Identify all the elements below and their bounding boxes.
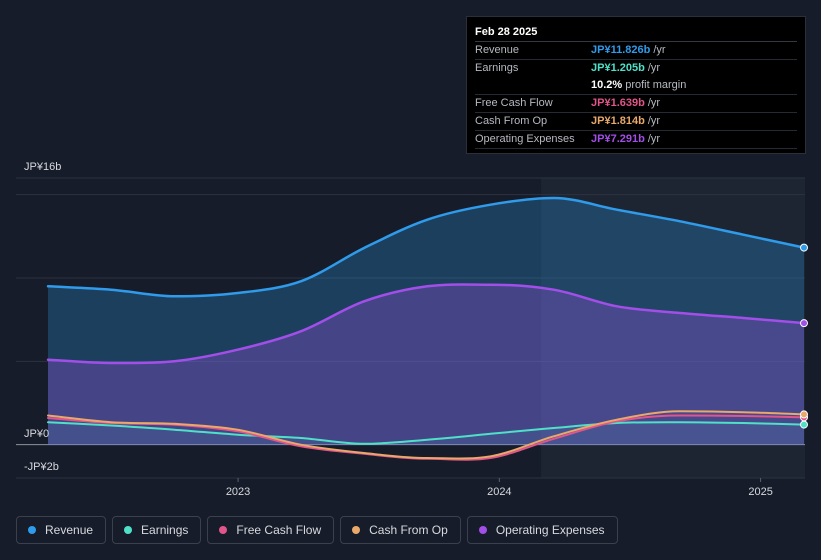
tooltip-row-cash-from-op: Cash From Op JP¥1.814b /yr [475,113,797,131]
area-layer [48,198,804,445]
legend-dot-icon [352,526,361,534]
legend-item-earnings[interactable]: Earnings [112,516,202,544]
tooltip-label: Cash From Op [475,115,548,127]
x-axis-label: 2023 [226,486,250,498]
tooltip-label: Earnings [475,62,519,74]
tooltip-label: Free Cash Flow [475,97,553,109]
area-earnings [48,422,804,445]
legend-item-operating-expenses[interactable]: Operating Expenses [466,516,618,544]
y-axis-label: JP¥0 [24,428,49,440]
tooltip-value: JP¥1.639b [591,97,645,109]
legend-item-revenue[interactable]: Revenue [16,516,107,544]
tooltip-row-operating-expenses: Operating Expenses JP¥7.291b /yr [475,131,797,149]
tooltip-value: JP¥1.814b [591,115,645,127]
tooltip-panel: Feb 28 2025 Revenue JP¥11.826b /yr Earni… [466,16,806,154]
chart-canvas: JP¥16b JP¥0 -JP¥2b 2023 2024 2025 [16,161,808,498]
legend-label: Free Cash Flow [236,523,322,537]
legend-label: Earnings [141,523,189,537]
tooltip-value: JP¥7.291b [591,133,645,145]
endpoint-dot-revenue [800,243,808,252]
tooltip-suffix: /yr [653,44,666,56]
legend-dot-icon [219,526,228,534]
area-operating-expenses [48,284,804,445]
line-earnings [47,421,805,445]
tooltip-suffix: /yr [647,133,661,145]
area-revenue [48,198,804,445]
line-operating-expenses [46,283,806,365]
tooltip-label: Revenue [475,44,520,56]
legend-item-free-cash-flow[interactable]: Free Cash Flow [207,516,335,544]
tooltip-suffix: /yr [647,62,661,74]
endpoint-dots [800,243,808,429]
tooltip-row-revenue: Revenue JP¥11.826b /yr [475,42,797,60]
y-axis-label: -JP¥2b [24,461,59,473]
line-revenue [46,196,806,298]
endpoint-dot-cash-from-op [800,410,808,419]
tooltip-value: JP¥1.205b [591,62,645,74]
x-axis-label: 2024 [487,486,511,498]
tooltip-label: Operating Expenses [475,133,575,145]
legend-dot-icon [28,526,36,534]
chart-legend: Revenue Earnings Free Cash Flow Cash Fro… [16,516,618,546]
tooltip-row-profit-margin: 10.2% profit margin [475,77,797,95]
profit-margin-value: 10.2% [591,79,623,91]
tooltip-row-earnings: Earnings JP¥1.205b /yr [475,60,797,77]
endpoint-dot-earnings [800,420,808,429]
legend-dot-icon [124,526,133,534]
legend-label: Revenue [45,523,94,537]
tooltip-suffix: /yr [647,115,661,127]
tooltip-suffix: /yr [647,97,661,109]
x-axis-label: 2025 [748,486,772,498]
line-cash-from-op [47,410,805,460]
y-axis-label: JP¥16b [24,161,61,173]
legend-label: Operating Expenses [495,523,605,537]
endpoint-dot-operating-expenses [800,319,808,328]
axis-labels: JP¥16b JP¥0 -JP¥2b 2023 2024 2025 [24,161,773,498]
tooltip-row-free-cash-flow: Free Cash Flow JP¥1.639b /yr [475,95,797,113]
legend-dot-icon [478,526,487,534]
tooltip-value: JP¥11.826b [591,44,651,56]
line-layer [46,196,806,461]
grid-layer [16,177,805,479]
profit-margin-label: profit margin [625,79,687,91]
legend-item-cash-from-op[interactable]: Cash From Op [340,516,461,544]
tooltip-date: Feb 28 2025 [475,24,797,42]
tooltip-label-empty [475,77,591,94]
legend-label: Cash From Op [369,523,448,537]
